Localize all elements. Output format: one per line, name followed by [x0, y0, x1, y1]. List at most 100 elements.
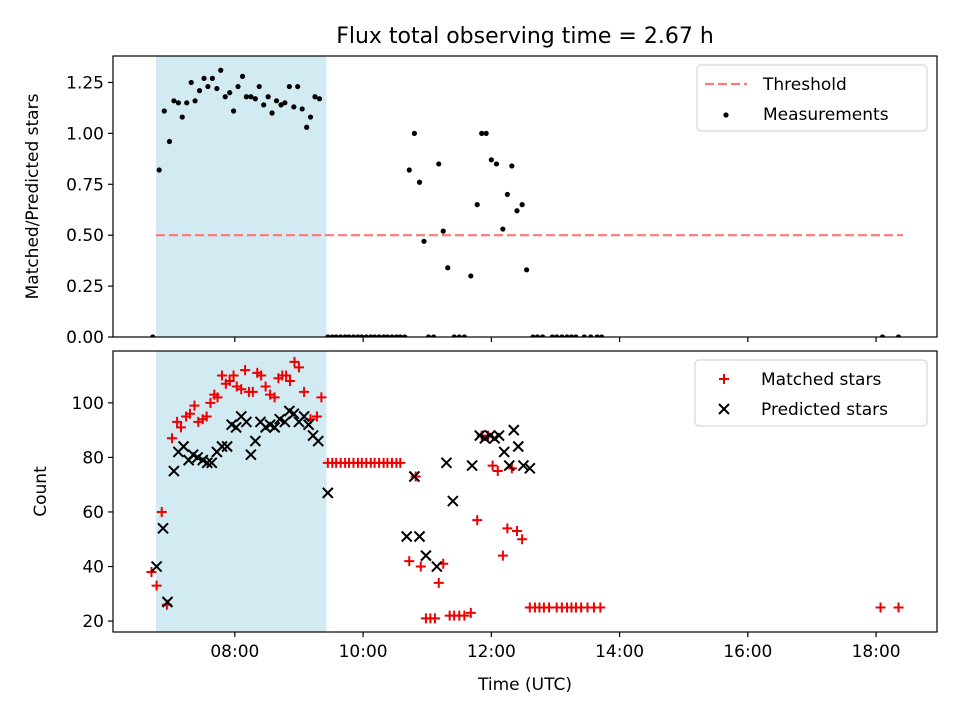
predicted-point	[298, 410, 310, 423]
measurement-point	[524, 267, 530, 273]
measurement-point	[239, 73, 246, 79]
measurement-point	[184, 100, 190, 106]
matched-point	[893, 602, 904, 613]
measurement-point	[431, 334, 437, 337]
measurement-point	[342, 334, 348, 337]
ratio-panel: 0.00 0.25 0.50 0.75 1.00 1.25 Matched/Predicte…	[23, 55, 938, 348]
measurement-point	[421, 238, 427, 244]
measurement-point	[214, 85, 220, 92]
x-tick-label: 14:00	[595, 642, 644, 662]
measurement-point	[209, 75, 215, 81]
axes-frame	[112, 55, 938, 338]
matched-point	[217, 370, 228, 381]
measurement-point	[316, 96, 323, 102]
predicted-point	[268, 421, 281, 434]
measurement-point	[493, 161, 500, 167]
measurement-point	[411, 130, 417, 136]
matched-point	[269, 392, 280, 403]
measurement-point	[179, 114, 185, 120]
measurement-point	[468, 273, 474, 279]
measurement-point	[363, 334, 369, 337]
matched-point	[415, 561, 426, 572]
measurement-point	[265, 94, 271, 100]
measurement-point	[530, 334, 536, 337]
predicted-point	[400, 530, 413, 543]
matched-point	[284, 376, 295, 387]
measurement-point	[479, 130, 485, 136]
matched-point	[502, 523, 513, 534]
predicted-point	[279, 416, 291, 428]
matched-point	[247, 386, 258, 397]
y-tick-label: 1.00	[66, 124, 104, 144]
y-axis-label: Matched/Predicted stars	[23, 93, 43, 299]
observing-span	[155, 351, 327, 632]
measurement-point	[243, 94, 249, 100]
predicted-point	[408, 470, 421, 483]
measurement-point	[307, 114, 314, 120]
matched-point	[184, 408, 195, 419]
matched-point	[156, 506, 167, 517]
series-measurements	[150, 67, 902, 337]
measurement-point	[252, 96, 258, 102]
measurement-point	[299, 106, 305, 112]
predicted-point	[493, 429, 505, 442]
matched-point	[256, 370, 267, 381]
measurement-point	[406, 167, 412, 173]
predicted-point	[206, 457, 218, 469]
measurement-point	[359, 334, 365, 337]
y-tick-label: 60	[82, 503, 104, 523]
matched-point	[517, 534, 528, 545]
matched-point	[172, 416, 183, 427]
legend: Threshold Measurements	[696, 64, 928, 132]
measurement-point	[879, 334, 886, 337]
matched-point	[487, 460, 498, 471]
matched-point	[224, 376, 235, 387]
predicted-point	[249, 435, 262, 447]
predicted-point	[240, 416, 253, 428]
measurement-point	[355, 334, 361, 337]
measurement-point	[389, 334, 395, 337]
legend: Matched stars Predicted stars	[694, 359, 928, 427]
measurement-point	[534, 334, 541, 337]
chart-title: Flux total observing time = 2.67 h	[336, 24, 714, 49]
count-panel: 20 40 60 80 100 08:00 10:00 12:00 14:00 16:00 18:0…	[31, 350, 938, 695]
x-tick-label: 08:00	[210, 642, 259, 662]
matched-point	[595, 602, 606, 613]
predicted-point	[168, 465, 180, 477]
predicted-point	[420, 549, 432, 562]
measurement-point	[295, 83, 301, 90]
measurement-point	[235, 83, 241, 90]
predicted-point	[503, 459, 515, 472]
y-tick-label: 40	[82, 558, 104, 578]
measurement-point	[273, 98, 280, 104]
measurement-point	[261, 102, 267, 108]
matched-point	[311, 411, 322, 422]
measurement-point	[573, 334, 579, 337]
matched-point	[175, 422, 186, 433]
measurement-point	[376, 334, 382, 337]
measurement-point	[278, 102, 284, 108]
matched-point	[240, 365, 251, 376]
measurement-point	[384, 334, 391, 337]
predicted-point	[177, 440, 190, 453]
predicted-point	[322, 487, 334, 499]
measurement-point	[218, 67, 224, 73]
x-tick-label: 18:00	[852, 642, 901, 662]
predicted-point	[512, 440, 524, 453]
measurement-point	[440, 228, 446, 234]
legend-label: Predicted stars	[761, 400, 888, 420]
measurement-point	[895, 334, 902, 337]
predicted-point	[431, 560, 443, 573]
plot-area	[150, 67, 904, 337]
measurement-point	[445, 265, 451, 271]
legend-label: Measurements	[763, 105, 889, 125]
measurement-point	[188, 79, 194, 86]
matched-point	[511, 526, 522, 537]
measurement-point	[564, 334, 570, 337]
predicted-point	[466, 459, 478, 472]
predicted-point	[288, 408, 300, 420]
measurement-point	[269, 110, 275, 116]
x-tick-label: 16:00	[723, 642, 772, 662]
